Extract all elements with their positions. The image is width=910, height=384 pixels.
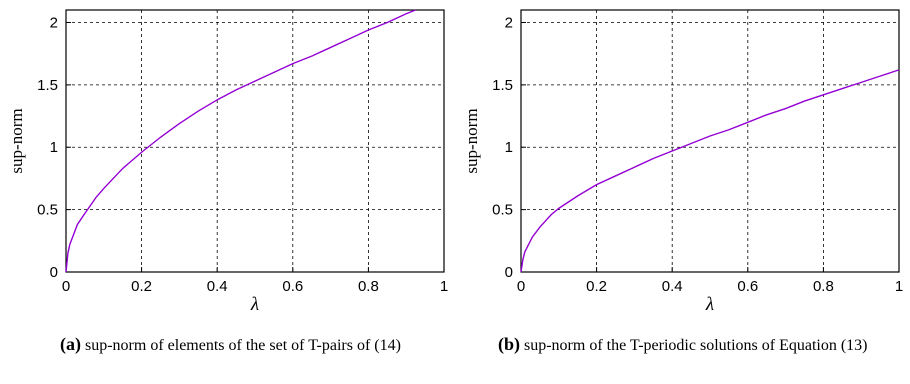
chart-a-x-tick-label: 0.4 <box>207 278 228 295</box>
chart-a-x-tick-label: 0.6 <box>282 278 303 295</box>
chart-a-plot-frame <box>65 9 445 273</box>
charts-canvas: 0 0.2 0.4 0.6 0.8 1 0 0.5 1 1.5 2 λ sup-norm 0 0.2 0.4… <box>7 9 903 310</box>
chart-a: 0 0.2 0.4 0.6 0.8 1 0 0.5 1 1.5 2 λ sup-norm <box>7 9 448 310</box>
caption-a: (a) sup-norm of elements of the set of T… <box>60 334 460 356</box>
caption-b-label: (b) <box>498 334 520 354</box>
chart-b-y-tick-label: 1.5 <box>492 77 513 94</box>
chart-b-x-tick-label: 0.4 <box>662 278 683 295</box>
chart-b-x-tick-label: 0.2 <box>586 278 607 295</box>
chart-a-y-tick-label: 0.5 <box>37 202 58 219</box>
chart-b-plot-frame <box>520 9 900 273</box>
caption-a-text: sup-norm of elements of the set of T-pai… <box>85 337 401 354</box>
chart-b-x-tick-label: 1 <box>895 278 903 295</box>
chart-b-x-axis-label: λ <box>705 294 714 310</box>
chart-a-y-tick-label: 1.5 <box>37 77 58 94</box>
caption-a-label: (a) <box>60 334 81 354</box>
chart-a-y-tick-label: 0 <box>50 264 58 281</box>
chart-b-y-axis-label: sup-norm <box>462 108 481 173</box>
caption-b: (b) sup-norm of the T-periodic solutions… <box>498 334 898 356</box>
chart-a-x-axis-label: λ <box>250 294 259 310</box>
chart-b-y-tick-label: 2 <box>505 14 513 31</box>
chart-a-y-tick-label: 1 <box>50 139 58 156</box>
chart-b-x-tick-label: 0.6 <box>737 278 758 295</box>
caption-b-text: sup-norm of the T-periodic solutions of … <box>524 337 868 354</box>
chart-b-y-tick-label: 0.5 <box>492 202 513 219</box>
chart-a-x-tick-label: 1 <box>440 278 448 295</box>
chart-b: 0 0.2 0.4 0.6 0.8 1 0 0.5 1 1.5 2 λ sup-norm <box>462 9 903 310</box>
chart-b-y-tick-label: 0 <box>505 264 513 281</box>
chart-a-x-tick-label: 0 <box>62 278 70 295</box>
chart-a-x-tick-label: 0.8 <box>358 278 379 295</box>
chart-a-x-tick-label: 0.2 <box>131 278 152 295</box>
chart-b-x-tick-label: 0.8 <box>813 278 834 295</box>
chart-b-x-tick-label: 0 <box>517 278 525 295</box>
chart-b-series-line <box>520 69 900 273</box>
chart-a-y-tick-label: 2 <box>50 14 58 31</box>
chart-a-series-line <box>65 9 416 273</box>
chart-b-y-tick-label: 1 <box>505 139 513 156</box>
chart-a-y-axis-label: sup-norm <box>7 108 26 173</box>
